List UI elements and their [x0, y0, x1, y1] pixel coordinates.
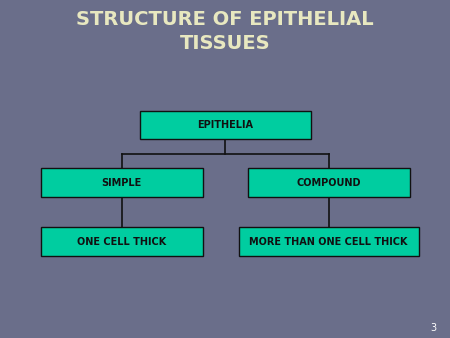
FancyBboxPatch shape [40, 168, 202, 197]
Text: COMPOUND: COMPOUND [296, 177, 361, 188]
Text: ONE CELL THICK: ONE CELL THICK [77, 237, 166, 247]
FancyBboxPatch shape [238, 227, 418, 256]
Text: 3: 3 [430, 323, 436, 333]
FancyBboxPatch shape [248, 168, 410, 197]
FancyBboxPatch shape [40, 227, 202, 256]
Text: SIMPLE: SIMPLE [101, 177, 142, 188]
FancyBboxPatch shape [140, 111, 310, 139]
Text: MORE THAN ONE CELL THICK: MORE THAN ONE CELL THICK [249, 237, 408, 247]
Text: EPITHELIA: EPITHELIA [197, 120, 253, 130]
Text: STRUCTURE OF EPITHELIAL
TISSUES: STRUCTURE OF EPITHELIAL TISSUES [76, 10, 374, 53]
